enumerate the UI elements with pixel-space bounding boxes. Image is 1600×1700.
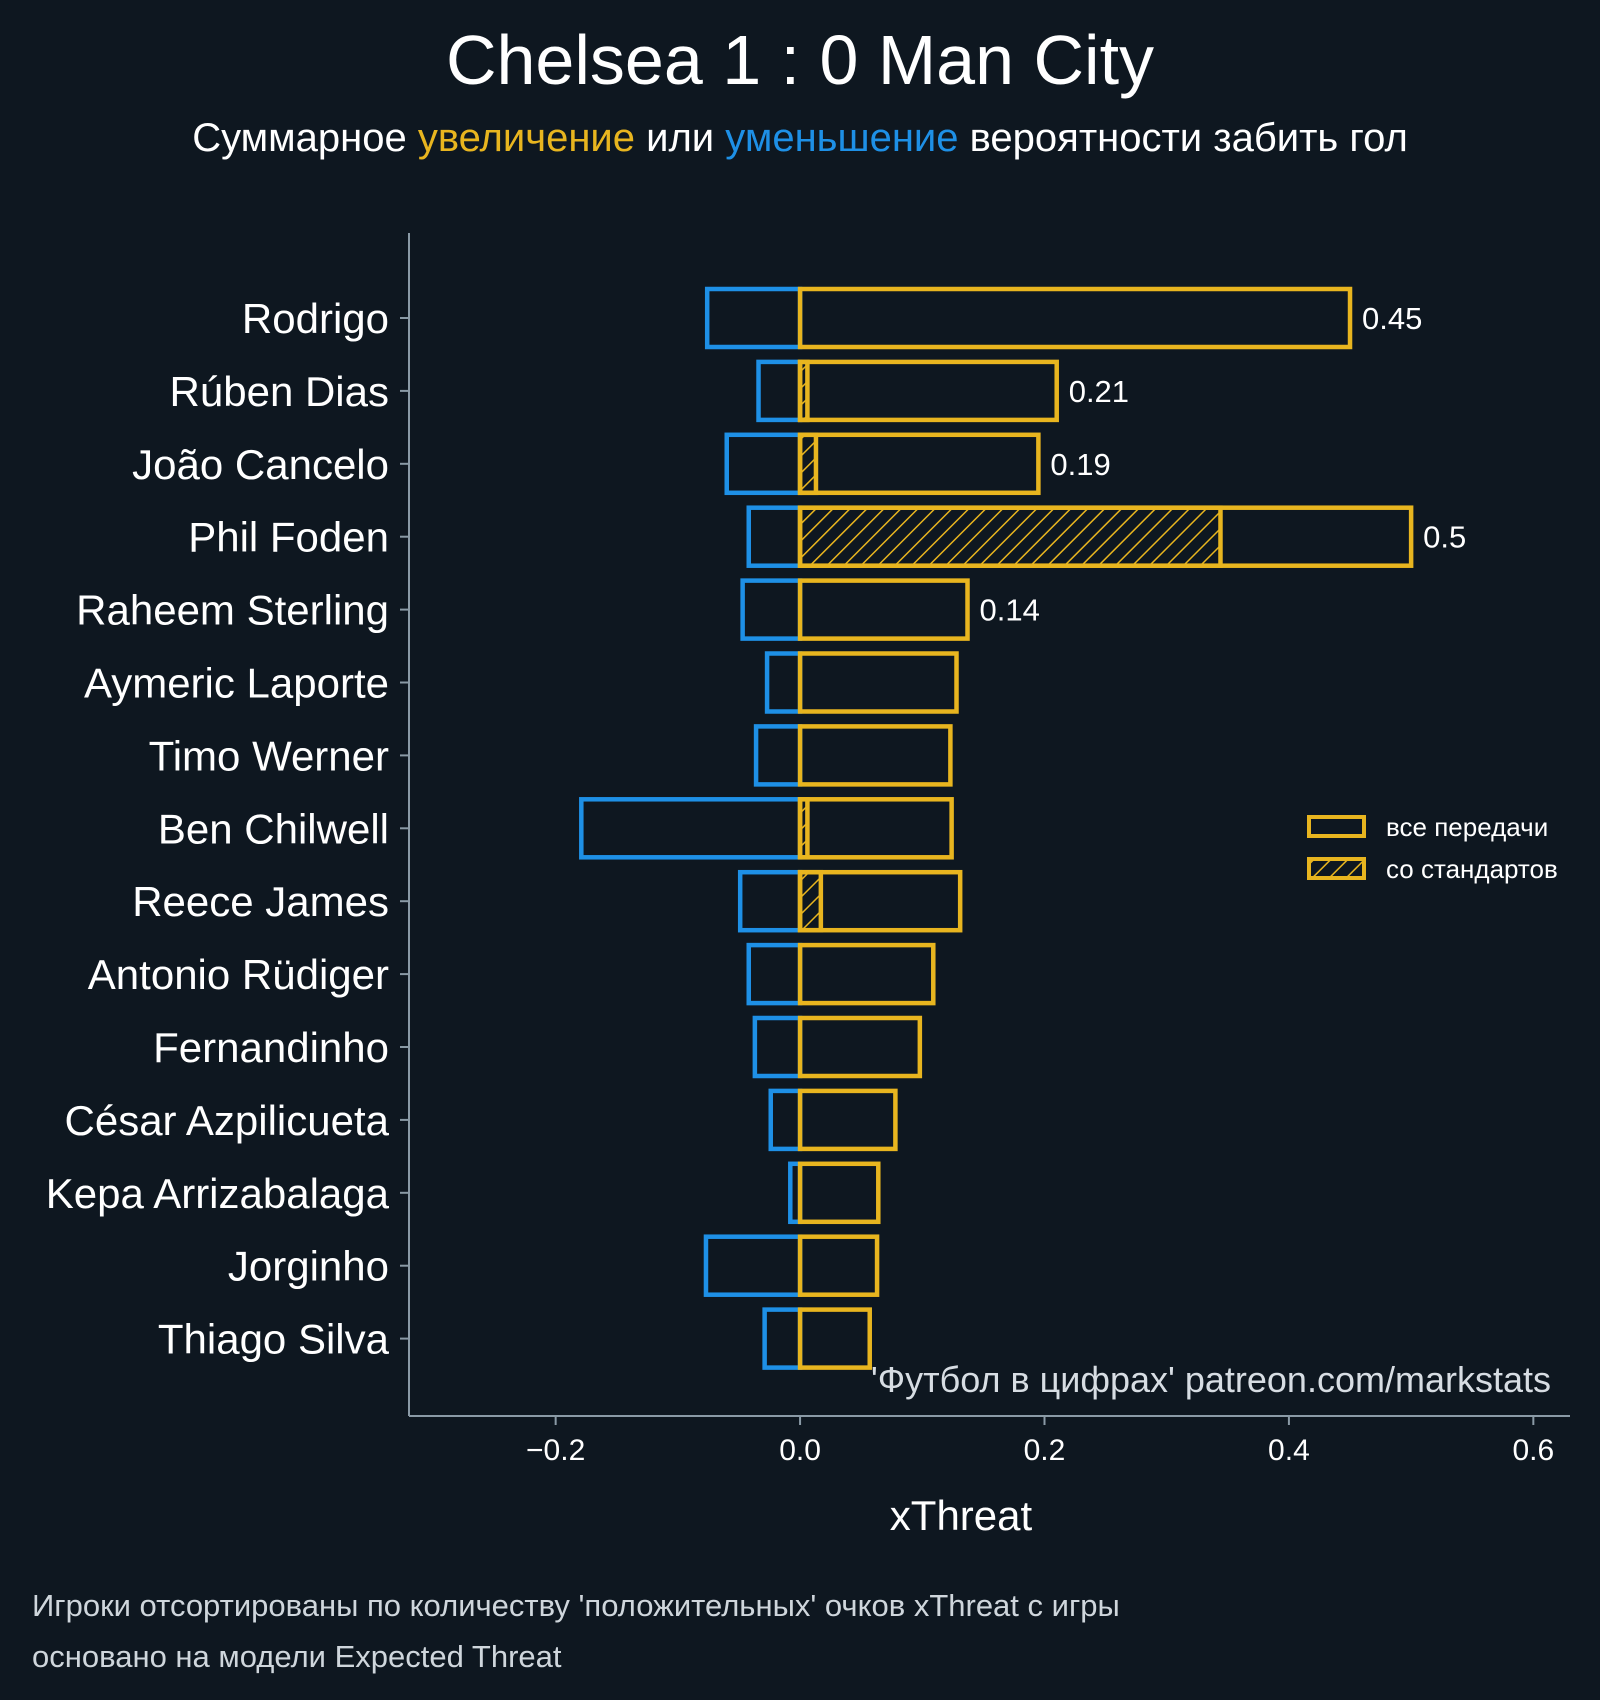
bar-set-pieces-reece-james: [797, 869, 824, 933]
bar-decrease-rodrigo: [704, 286, 803, 350]
y-tick-label-thiago-silva: Thiago Silva: [158, 1316, 390, 1363]
y-axis: Rodrigo Rúben Dias João Cancelo Phil Foden R…: [46, 233, 410, 1416]
bar-decrease-jorginho: [703, 1234, 803, 1297]
bar-increase-joao-cancelo: [797, 432, 1041, 496]
y-tick-label-kepa-arrizabalaga: Kepa Arrizabalaga: [46, 1170, 390, 1217]
y-tick-label-aymeric-laporte: Aymeric Laporte: [84, 660, 389, 707]
footnote-line-2: основано на модели Expected Threat: [32, 1639, 562, 1674]
bar-increase-rodrigo: [797, 286, 1353, 350]
subtitle-middle: или: [635, 116, 725, 160]
bar-decrease-timo-werner: [753, 724, 803, 787]
legend-label-all-passes: все передачи: [1386, 812, 1548, 842]
bar-decrease-reece-james: [737, 869, 803, 933]
y-tick-label-joao-cancelo: João Cancelo: [132, 441, 389, 488]
y-tick-label-timo-werner: Timo Werner: [149, 732, 389, 779]
x-tick-label: 0.0: [779, 1434, 821, 1467]
legend: все передачи со стандартов: [1307, 812, 1558, 884]
x-tick-label: 0.2: [1024, 1434, 1066, 1467]
footnote-line-1: Игроки отсортированы по количеству 'поло…: [32, 1588, 1120, 1623]
subtitle-prefix: Суммарное: [192, 116, 418, 160]
x-axis: −0.2 0.0 0.2 0.4 0.6: [409, 1415, 1570, 1467]
legend-label-set-pieces: со стандартов: [1386, 854, 1558, 884]
y-tick-label-jorginho: Jorginho: [228, 1243, 389, 1290]
x-tick-label: −0.2: [526, 1434, 585, 1467]
legend-swatch-all-passes: [1307, 815, 1366, 838]
subtitle-decrease-word: уменьшение: [725, 116, 958, 160]
x-tick-label: 0.4: [1268, 1434, 1310, 1467]
x-tick-label: 0.6: [1512, 1434, 1554, 1467]
bar-decrease-raheem-sterling: [740, 578, 803, 641]
y-tick-label-phil-foden: Phil Foden: [188, 514, 389, 561]
value-label-phil-foden: 0.5: [1423, 520, 1466, 555]
bar-set-pieces-joao-cancelo: [797, 432, 819, 496]
bar-increase-antonio-rudiger: [797, 942, 936, 1006]
bar-increase-cesar-azpilicueta: [797, 1088, 898, 1152]
bar-decrease-aymeric-laporte: [764, 651, 803, 714]
value-label-raheem-sterling: 0.14: [980, 593, 1040, 628]
bar-increase-reece-james: [797, 869, 963, 933]
y-tick-label-ruben-dias: Rúben Dias: [170, 368, 389, 415]
value-label-rodrigo: 0.45: [1362, 301, 1422, 336]
bar-decrease-joao-cancelo: [724, 432, 803, 496]
y-tick-label-rodrigo: Rodrigo: [242, 295, 389, 342]
value-labels: 0.45 0.21 0.19 0.5 0.14: [980, 301, 1467, 628]
bar-increase-thiago-silva: [797, 1307, 872, 1370]
y-tick-label-fernandinho: Fernandinho: [153, 1024, 389, 1071]
y-tick-label-ben-chilwell: Ben Chilwell: [158, 805, 389, 852]
bar-increase-fernandinho: [797, 1015, 923, 1079]
bars-layer: [579, 286, 1414, 1370]
bar-set-pieces-phil-foden: [797, 505, 1223, 568]
bar-decrease-phil-foden: [746, 505, 803, 568]
bar-increase-ruben-dias: [797, 359, 1059, 423]
bar-increase-timo-werner: [797, 724, 953, 787]
bar-decrease-antonio-rudiger: [746, 942, 803, 1006]
y-tick-label-reece-james: Reece James: [132, 878, 389, 925]
value-label-joao-cancelo: 0.19: [1050, 447, 1110, 482]
y-tick-label-raheem-sterling: Raheem Sterling: [76, 587, 389, 634]
legend-swatch-set-pieces: [1307, 857, 1366, 880]
bar-increase-aymeric-laporte: [797, 651, 959, 714]
bar-increase-kepa-arrizabalaga: [797, 1161, 881, 1225]
bar-increase-ben-chilwell: [797, 797, 954, 860]
chart-title: Chelsea 1 : 0 Man City: [446, 21, 1154, 99]
bar-decrease-cesar-azpilicueta: [768, 1088, 803, 1152]
x-axis-label: xThreat: [890, 1492, 1033, 1539]
y-tick-label-antonio-rudiger: Antonio Rüdiger: [88, 951, 389, 998]
chart-subtitle: Суммарное увеличение или уменьшение веро…: [192, 116, 1408, 160]
bar-decrease-fernandinho: [752, 1015, 803, 1079]
watermark: 'Футбол в цифрах' patreon.com/markstats: [871, 1359, 1551, 1400]
subtitle-increase-word: увеличение: [418, 116, 635, 160]
bar-increase-jorginho: [797, 1234, 880, 1297]
bar-increase-raheem-sterling: [797, 578, 970, 641]
bar-decrease-ben-chilwell: [579, 797, 803, 860]
bar-decrease-thiago-silva: [762, 1307, 803, 1370]
bar-decrease-ruben-dias: [756, 359, 803, 423]
value-label-ruben-dias: 0.21: [1069, 374, 1129, 409]
y-tick-label-cesar-azpilicueta: César Azpilicueta: [65, 1097, 390, 1144]
bar-increase-phil-foden: [797, 505, 1414, 568]
subtitle-suffix: вероятности забить гол: [959, 116, 1408, 160]
